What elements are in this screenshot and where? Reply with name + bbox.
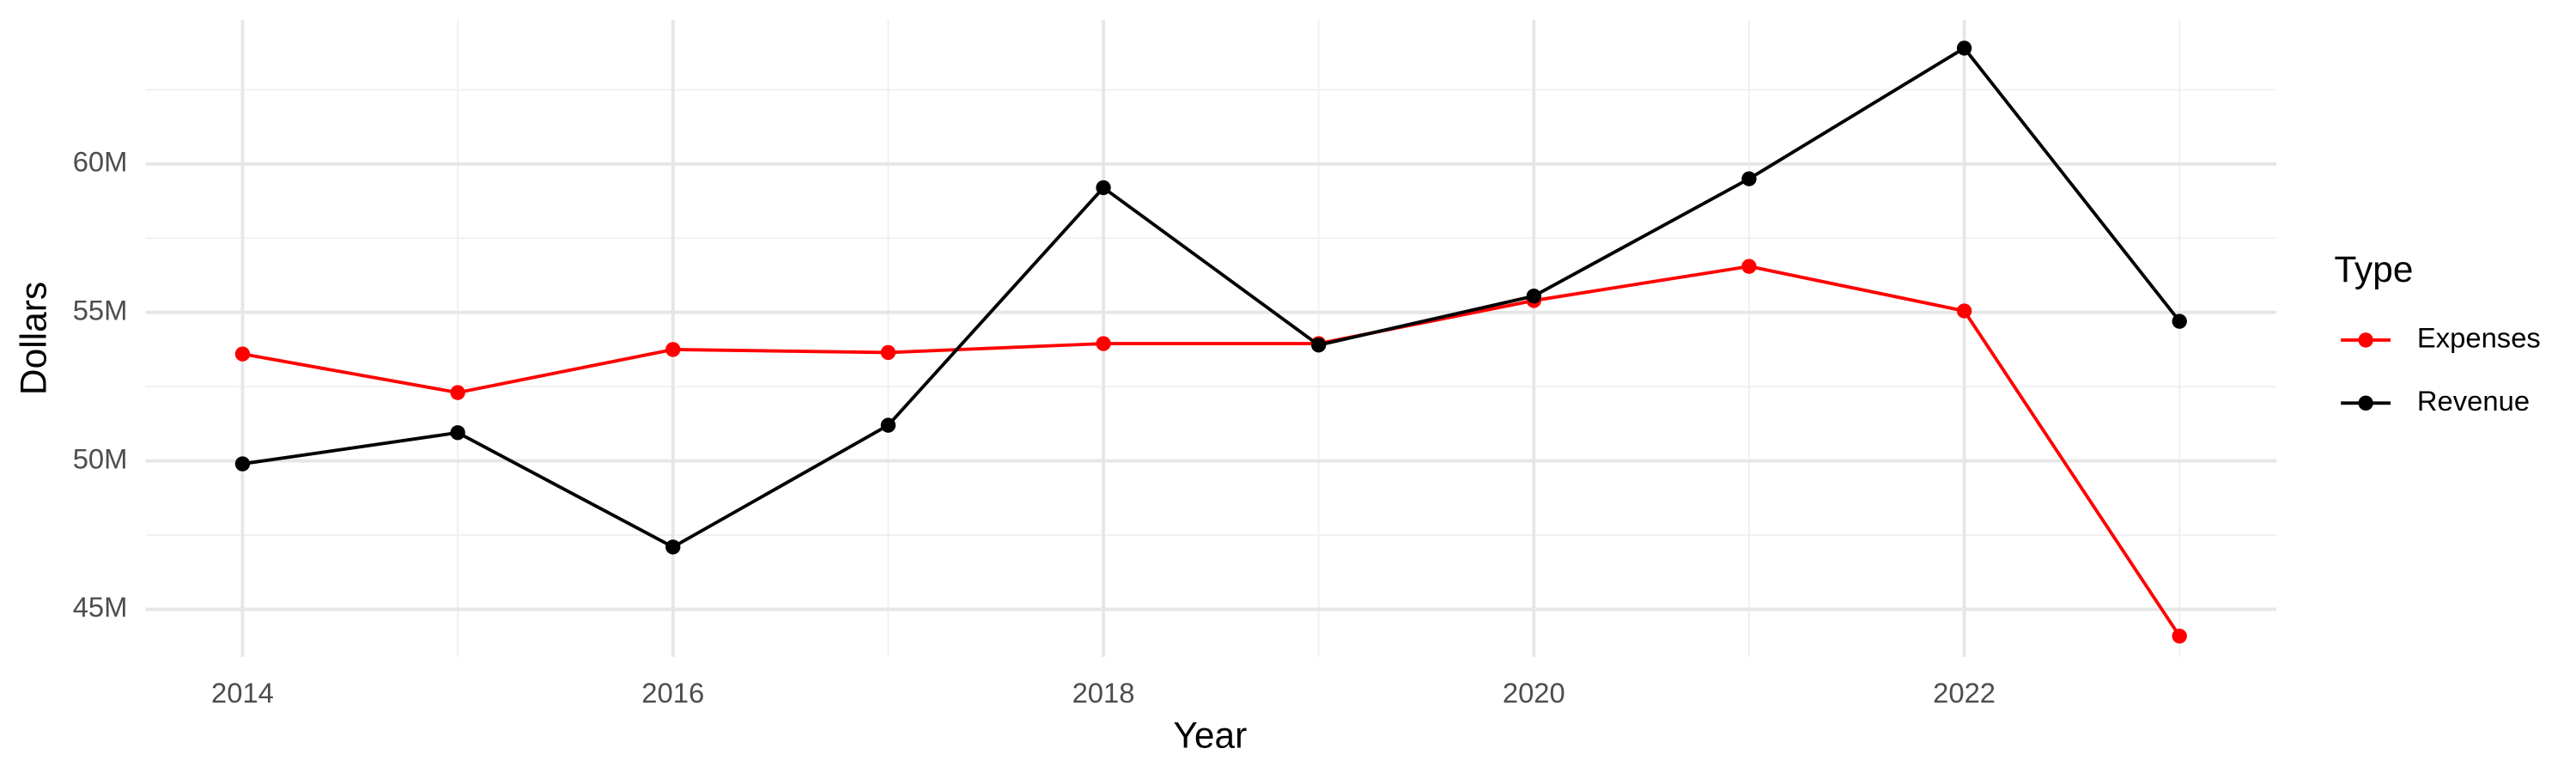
- data-point: [1741, 171, 1757, 186]
- data-point: [1310, 338, 1327, 353]
- x-tick-label: 2020: [1503, 677, 1565, 709]
- data-point: [450, 425, 465, 441]
- data-point: [665, 342, 681, 357]
- x-axis-title: Year: [1174, 715, 1248, 756]
- y-axis-title: Dollars: [14, 282, 54, 395]
- data-point: [880, 417, 896, 433]
- data-point: [665, 539, 681, 555]
- data-point: [1096, 336, 1111, 351]
- data-point: [2172, 628, 2187, 644]
- data-point: [880, 344, 896, 361]
- y-tick-label: 60M: [73, 146, 128, 178]
- y-tick-label: 50M: [73, 442, 128, 474]
- legend-title: Type: [2335, 249, 2414, 289]
- x-tick-label: 2016: [641, 677, 704, 709]
- x-tick-label: 2018: [1072, 677, 1135, 709]
- x-tick-label: 2014: [211, 677, 274, 709]
- series-line: [242, 265, 2181, 637]
- legend-key-point: [2358, 395, 2373, 411]
- legend-label: Expenses: [2417, 322, 2541, 354]
- data-point: [450, 385, 465, 400]
- data-point: [234, 346, 251, 362]
- series-line: [242, 46, 2181, 550]
- data-point: [1526, 289, 1541, 304]
- data-point: [1096, 180, 1111, 196]
- data-point: [234, 456, 251, 472]
- y-tick-label: 45M: [73, 591, 128, 623]
- y-tick-label: 55M: [73, 294, 128, 326]
- data-point: [1956, 303, 1972, 319]
- legend-key-point: [2358, 332, 2373, 348]
- x-tick-label: 2022: [1933, 677, 1996, 709]
- legend-label: Revenue: [2417, 385, 2530, 417]
- data-point: [2172, 313, 2187, 329]
- data-point: [1956, 40, 1972, 56]
- data-point: [1741, 259, 1757, 274]
- grid: [145, 20, 2277, 657]
